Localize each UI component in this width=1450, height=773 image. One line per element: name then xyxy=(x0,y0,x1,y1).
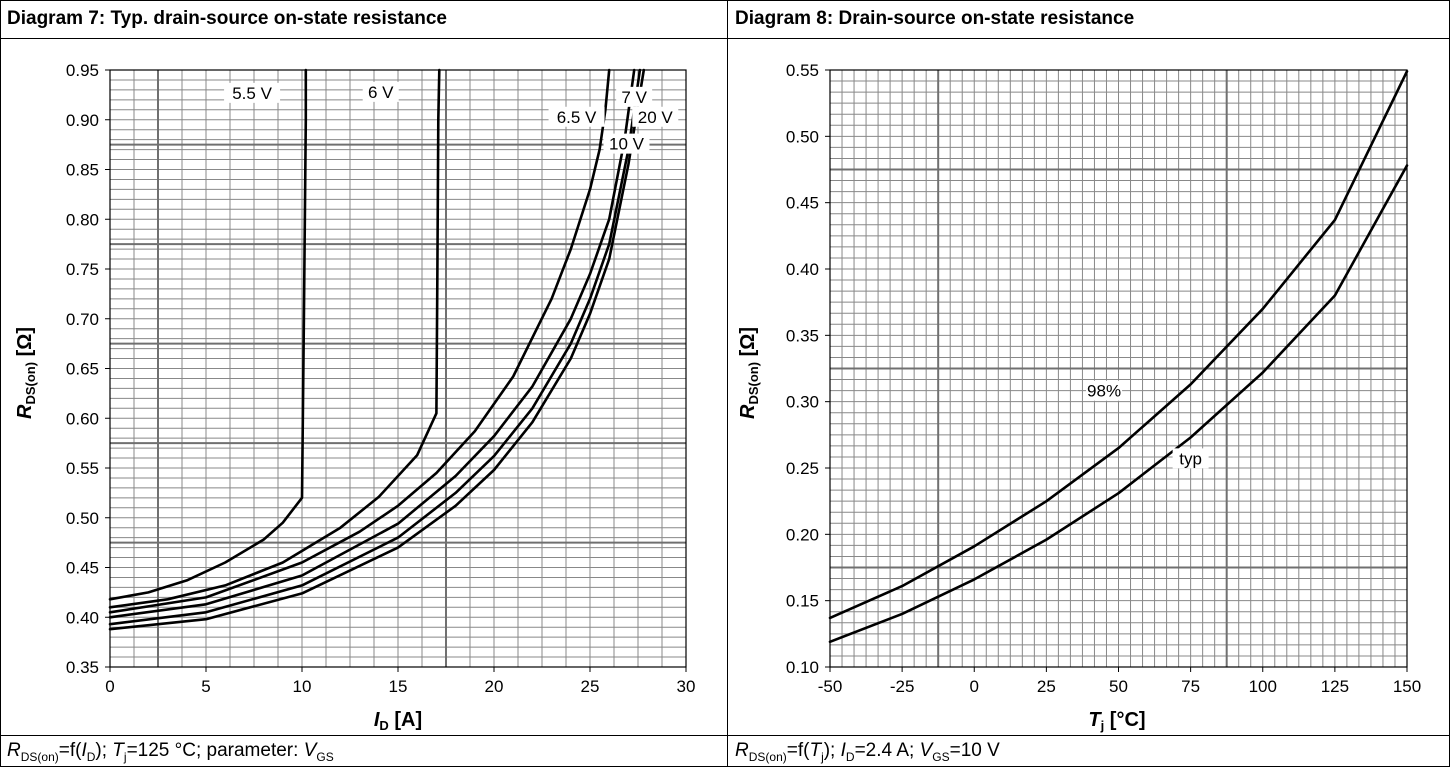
diagram7-y-tick-label: 0.70 xyxy=(66,310,99,329)
diagram8-y-tick-label: 0.55 xyxy=(786,61,819,80)
diagram8-curve-label-bg xyxy=(1172,448,1209,469)
diagram8-plot: -50 -25 0 25 50 75 100 125 150 0.10 0.15 0.20 0.25 0.… xyxy=(786,61,1421,696)
diagram8-y-tick-label: 0.45 xyxy=(786,194,819,213)
diagram7-y-tick-label: 0.60 xyxy=(66,409,99,428)
diagram7-curve-label: 7 V xyxy=(621,88,647,107)
diagram7-curve-label-bg xyxy=(632,106,679,127)
diagram7-curve-label-bg xyxy=(616,86,653,107)
diagram7-x-tick-label: 25 xyxy=(581,677,600,696)
diagram7-curve-label: 20 V xyxy=(638,108,674,127)
diagram8-x-tick-label: 125 xyxy=(1321,677,1349,696)
diagram7-y-tick-label: 0.85 xyxy=(66,161,99,180)
diagram8-y-tick-label: 0.35 xyxy=(786,326,819,345)
diagram8-series-typ xyxy=(828,164,1409,644)
diagram7-title: Diagram 7: Typ. drain-source on-state re… xyxy=(7,8,447,29)
diagram8-x-tick-label: 25 xyxy=(1037,677,1056,696)
diagram7-curve-label: 6.5 V xyxy=(557,108,597,127)
diagram8-x-axis-title: Tj [°C] xyxy=(1088,709,1145,733)
diagram7-y-tick-label: 0.95 xyxy=(66,61,99,80)
diagram8-grid xyxy=(830,70,1407,667)
diagram8-curve-label-bg xyxy=(1086,380,1123,401)
diagram7-curve-label-bg xyxy=(362,81,399,102)
diagram7-grid xyxy=(110,70,686,667)
diagram7-curve-label-bg xyxy=(603,133,650,154)
diagram7-series-6-5-v xyxy=(108,68,611,614)
diagram8-x-tick-label: 150 xyxy=(1393,677,1421,696)
diagram7-x-tick-label: 10 xyxy=(293,677,312,696)
diagram7-x-tick-label: 20 xyxy=(485,677,504,696)
diagram8-y-tick-label: 0.25 xyxy=(786,459,819,478)
diagram8-y-tick-label: 0.50 xyxy=(786,127,819,146)
diagram8-y-tick-label: 0.30 xyxy=(786,393,819,412)
diagram7-curve-label: 10 V xyxy=(609,135,645,154)
diagram7-x-tick-label: 5 xyxy=(201,677,210,696)
diagram7-y-axis-title: RDS(on) [Ω] xyxy=(14,327,38,419)
diagram8-x-tick-label: -50 xyxy=(818,677,843,696)
diagram7-series-20-v xyxy=(108,68,642,626)
diagram7-series-10-v xyxy=(108,68,646,631)
diagram7-y-tick-label: 0.40 xyxy=(66,608,99,627)
diagram7-x-tick-label: 15 xyxy=(389,677,408,696)
diagram8-x-tick-label: 75 xyxy=(1181,677,1200,696)
diagram7-y-tick-label: 0.35 xyxy=(66,658,99,677)
diagram7-x-axis-title: ID [A] xyxy=(374,709,422,733)
diagram7-y-tick-label: 0.90 xyxy=(66,111,99,130)
diagram8-title: Diagram 8: Drain-source on-state resista… xyxy=(735,8,1135,29)
diagram8-caption: RDS(on)=f(Tj); ID=2.4 A; VGS=10 V xyxy=(735,740,1000,764)
diagram7-curve-label: 5.5 V xyxy=(232,84,272,103)
diagram8-curve-label: 98% xyxy=(1087,382,1121,401)
diagram7-series-6-v xyxy=(108,68,441,609)
diagram7-x-tick-label: 0 xyxy=(105,677,114,696)
diagram7-curve-label: 6 V xyxy=(368,83,394,102)
diagram8-x-tick-label: 0 xyxy=(970,677,979,696)
diagram7-curve-label-bg xyxy=(548,106,605,127)
diagram8-curve-label: typ xyxy=(1179,449,1202,468)
diagram7-series-5-5-v xyxy=(108,68,308,601)
diagram7-y-tick-label: 0.65 xyxy=(66,360,99,379)
diagram7-y-tick-label: 0.75 xyxy=(66,260,99,279)
diagram8-x-tick-label: 50 xyxy=(1109,677,1128,696)
diagram8-y-tick-label: 0.20 xyxy=(786,525,819,544)
diagram8-y-axis-title: RDS(on) [Ω] xyxy=(737,327,761,419)
diagram7-plot: 0 5 10 15 20 25 30 0.35 0.40 0.45 0.50 0.55 0.60 0.65… xyxy=(66,61,696,696)
diagram8-y-tick-label: 0.15 xyxy=(786,592,819,611)
diagram8-series-98 xyxy=(828,70,1409,620)
diagram7-y-tick-label: 0.50 xyxy=(66,509,99,528)
diagram7-caption: RDS(on)=f(ID); Tj=125 °C; parameter: VGS xyxy=(7,740,334,764)
diagram7-y-tick-label: 0.45 xyxy=(66,559,99,578)
diagram7-x-tick-label: 30 xyxy=(677,677,696,696)
diagram7-y-tick-label: 0.55 xyxy=(66,459,99,478)
diagram8-y-tick-label: 0.40 xyxy=(786,260,819,279)
diagram8-y-tick-label: 0.10 xyxy=(786,658,819,677)
diagram7-curve-label-bg xyxy=(224,82,281,103)
diagram8-x-tick-label: -25 xyxy=(890,677,915,696)
diagram8-x-tick-label: 100 xyxy=(1249,677,1277,696)
diagram7-series-7-v xyxy=(108,68,636,619)
diagram7-y-tick-label: 0.80 xyxy=(66,210,99,229)
